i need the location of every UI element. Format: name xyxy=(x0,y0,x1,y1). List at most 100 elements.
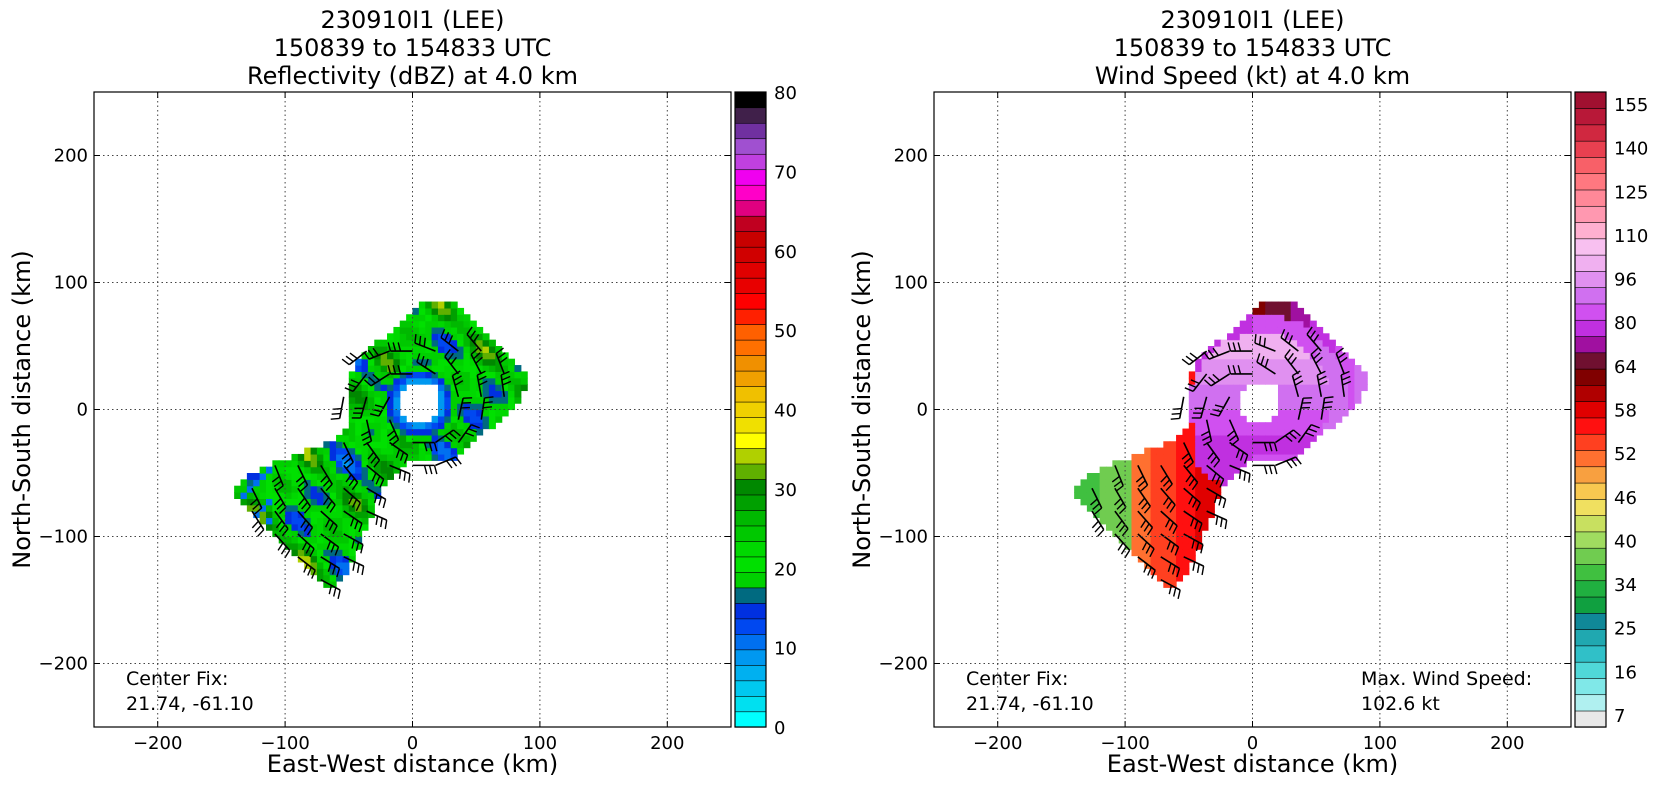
data-cell xyxy=(1182,561,1190,569)
wind-barb-flag xyxy=(1185,355,1194,363)
data-cell xyxy=(431,352,439,360)
wind-barb-flag xyxy=(329,504,336,513)
data-cell xyxy=(1277,301,1285,309)
data-cell xyxy=(1265,358,1273,366)
data-cell xyxy=(1335,346,1343,353)
data-cell xyxy=(1156,555,1164,563)
data-cell xyxy=(1258,301,1266,309)
wind-barb-flag xyxy=(454,380,464,386)
data-cell xyxy=(1176,479,1184,487)
data-cell xyxy=(488,358,496,366)
data-cell xyxy=(1195,479,1203,487)
data-cell xyxy=(1303,320,1311,328)
data-cell xyxy=(1201,504,1209,512)
wind-barb-flag xyxy=(1188,478,1196,487)
data-cell xyxy=(374,485,382,493)
data-cell xyxy=(1348,371,1356,379)
data-cell xyxy=(336,453,344,461)
data-cell xyxy=(495,390,503,398)
data-cell xyxy=(463,371,471,379)
data-cell xyxy=(1214,396,1222,404)
data-cell xyxy=(1265,320,1273,328)
colorbar-tick-label: 0 xyxy=(774,718,785,739)
data-cell xyxy=(476,377,484,385)
data-cell xyxy=(1303,428,1311,436)
wind-barb xyxy=(434,429,454,444)
data-cell xyxy=(278,530,286,538)
data-cell xyxy=(1303,371,1311,379)
data-cell xyxy=(1265,428,1273,436)
data-cell xyxy=(431,301,439,309)
data-cell xyxy=(1176,536,1184,544)
wind-barb-flag xyxy=(453,375,462,382)
wind-barb-flag xyxy=(356,563,360,573)
wind-barb-flag xyxy=(1339,356,1348,364)
data-cell xyxy=(1214,485,1222,493)
wind-barb-flag xyxy=(1237,365,1242,375)
data-cell xyxy=(297,530,305,538)
x-tick-label: 100 xyxy=(1363,733,1397,754)
data-cell xyxy=(1188,371,1196,379)
data-cell xyxy=(1239,326,1247,334)
data-cell xyxy=(1290,326,1298,334)
wind-barb-flag xyxy=(375,515,379,526)
data-cell xyxy=(1233,371,1241,379)
data-cell xyxy=(1297,422,1305,430)
wind-barb-flag xyxy=(1171,412,1181,415)
data-cell xyxy=(374,434,382,442)
wind-barb-flag xyxy=(1173,587,1177,597)
data-cell xyxy=(304,447,312,455)
data-cell xyxy=(1290,339,1298,347)
colorbar-segment xyxy=(734,169,767,186)
data-cell xyxy=(412,314,420,322)
colorbar-segment xyxy=(734,416,767,434)
data-cell xyxy=(316,574,324,582)
data-cell xyxy=(1156,498,1164,506)
wind-barb xyxy=(378,396,391,417)
wind-barb-flag xyxy=(1213,459,1221,468)
data-cell xyxy=(1080,479,1088,487)
data-cell xyxy=(1265,307,1273,315)
colorbar-segment xyxy=(1574,270,1607,288)
data-cell xyxy=(1214,479,1222,487)
wind-barb xyxy=(320,510,338,527)
data-cell xyxy=(418,301,426,309)
data-cell xyxy=(355,542,363,550)
colorbar-segment xyxy=(1574,384,1607,402)
wind-barb-flag xyxy=(1254,334,1257,344)
colorbar-segment xyxy=(734,602,767,620)
data-cell xyxy=(1163,568,1171,576)
data-cell xyxy=(1220,396,1228,404)
wind-barb xyxy=(444,356,459,375)
data-cell xyxy=(418,346,426,353)
wind-barb-flag xyxy=(1138,497,1146,506)
data-cell xyxy=(361,415,369,423)
data-cell xyxy=(1207,453,1215,461)
wind-barb xyxy=(352,373,368,392)
wind-barb-flag xyxy=(1203,440,1212,446)
data-cell xyxy=(1201,479,1209,487)
data-cell xyxy=(1176,574,1184,582)
data-cell xyxy=(1335,365,1343,372)
data-cell xyxy=(342,473,350,480)
wind-barb-flag xyxy=(403,471,406,481)
data-cell xyxy=(463,422,471,430)
wind-barb-flag xyxy=(1215,515,1219,526)
data-cell xyxy=(336,530,344,538)
data-cell xyxy=(1220,441,1228,449)
data-cell xyxy=(482,358,490,366)
data-cell xyxy=(380,415,388,423)
data-cell xyxy=(444,352,452,360)
data-cell xyxy=(1341,390,1349,398)
data-cell xyxy=(1131,453,1139,461)
data-cell xyxy=(367,396,375,404)
data-cell xyxy=(1265,453,1273,461)
data-cell xyxy=(457,422,465,430)
colorbar-segment xyxy=(1574,124,1607,142)
colorbar-segment xyxy=(1574,580,1607,598)
wind-barb-flag xyxy=(1160,475,1168,483)
wind-barb-flag xyxy=(397,365,402,375)
data-cell xyxy=(348,384,356,392)
colorbar-segment xyxy=(734,262,767,279)
